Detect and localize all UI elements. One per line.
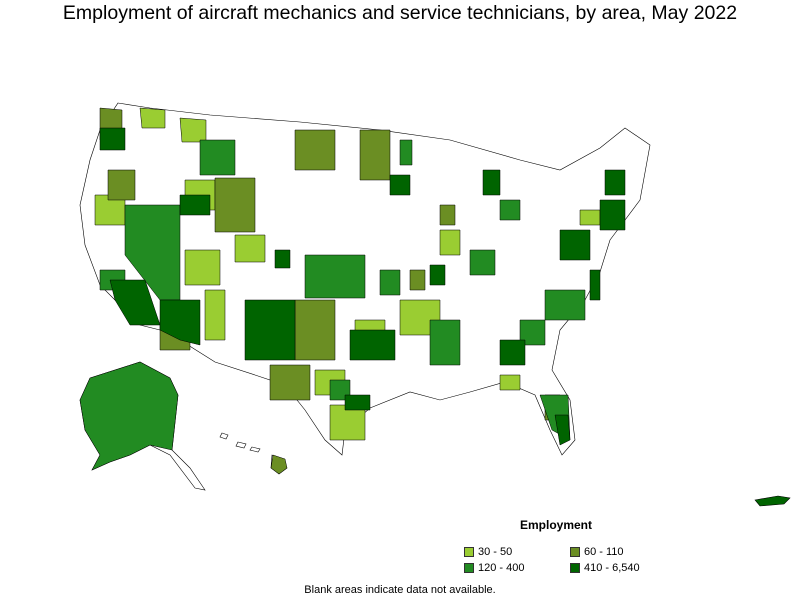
legend-label-410-6540: 410 - 6,540: [584, 562, 640, 574]
legend-swatch-30-50: [464, 547, 474, 557]
areas-120-400: [79, 139, 586, 471]
legend-item-120-400: 120 - 400: [464, 562, 524, 574]
legend-label-30-50: 30 - 50: [478, 546, 513, 558]
map-title: Employment of aircraft mechanics and ser…: [62, 2, 738, 24]
legend-label-120-400: 120 - 400: [478, 562, 525, 574]
employment-areas: [79, 107, 626, 475]
legend-item-60-110: 60 - 110: [570, 546, 624, 558]
legend-title: Employment: [520, 518, 593, 532]
legend-swatch-410-6540: [570, 563, 580, 573]
legend-item-410-6540: 410 - 6,540: [570, 562, 640, 574]
hawaii-islands-small: [219, 432, 261, 453]
legend-swatch-60-110: [570, 547, 580, 557]
areas-410-6540: [99, 127, 626, 446]
legend-label-60-110: 60 - 110: [584, 546, 624, 558]
legend-swatch-120-400: [464, 563, 474, 573]
footnote: Blank areas indicate data not available.: [304, 584, 496, 596]
puerto-rico: [754, 495, 791, 507]
legend-item-30-50: 30 - 50: [464, 546, 512, 558]
areas-60-110: [99, 107, 561, 475]
